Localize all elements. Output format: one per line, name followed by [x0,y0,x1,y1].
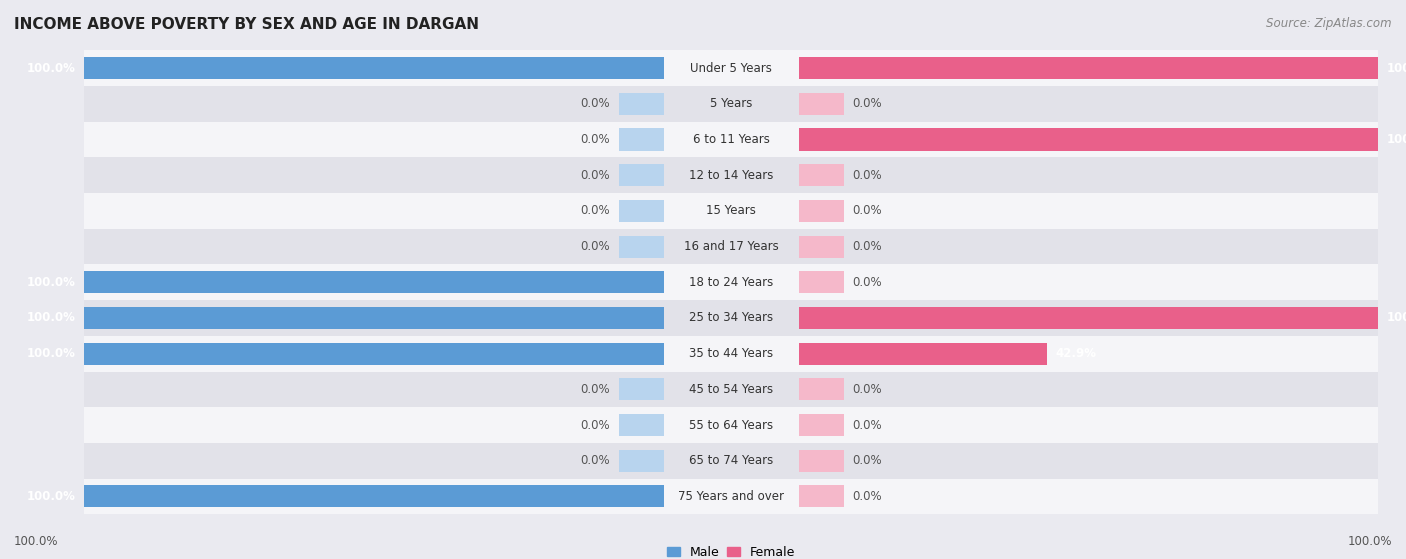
Text: 0.0%: 0.0% [852,490,882,503]
Text: 18 to 24 Years: 18 to 24 Years [689,276,773,289]
Text: 0.0%: 0.0% [852,240,882,253]
Bar [619,93,664,115]
Bar [84,479,1378,514]
Bar [799,449,844,472]
Text: 6 to 11 Years: 6 to 11 Years [693,133,769,146]
Text: 12 to 14 Years: 12 to 14 Years [689,169,773,182]
Text: 42.9%: 42.9% [1056,347,1097,360]
Bar [619,235,664,258]
Text: 0.0%: 0.0% [581,419,610,432]
Text: 5 Years: 5 Years [710,97,752,110]
Text: 100.0%: 100.0% [27,276,76,289]
Text: 0.0%: 0.0% [581,383,610,396]
Bar [84,300,1378,336]
Text: 25 to 34 Years: 25 to 34 Years [689,311,773,324]
Bar [84,307,664,329]
Text: 35 to 44 Years: 35 to 44 Years [689,347,773,360]
Bar [84,336,1378,372]
Text: 100.0%: 100.0% [1386,311,1406,324]
Bar [619,129,664,150]
Text: 100.0%: 100.0% [27,490,76,503]
Text: 45 to 54 Years: 45 to 54 Years [689,383,773,396]
Text: 0.0%: 0.0% [581,240,610,253]
Bar [84,50,1378,86]
Text: 75 Years and over: 75 Years and over [678,490,785,503]
Bar [799,129,1378,150]
Text: 0.0%: 0.0% [852,205,882,217]
Bar [619,200,664,222]
Text: 100.0%: 100.0% [1386,61,1406,75]
Bar [84,485,664,508]
Bar [619,449,664,472]
Bar [799,57,1378,79]
Bar [799,343,1047,364]
Text: 100.0%: 100.0% [1386,133,1406,146]
Bar [799,200,844,222]
Bar [84,407,1378,443]
Bar [84,271,664,293]
Bar [84,343,664,364]
Bar [84,264,1378,300]
Text: 100.0%: 100.0% [1347,535,1392,548]
Text: 100.0%: 100.0% [27,311,76,324]
Bar [799,485,844,508]
Text: 0.0%: 0.0% [852,169,882,182]
Bar [799,378,844,400]
Bar [84,229,1378,264]
Bar [84,57,664,79]
Text: 0.0%: 0.0% [852,97,882,110]
Bar [84,443,1378,479]
Bar [799,164,844,186]
Text: INCOME ABOVE POVERTY BY SEX AND AGE IN DARGAN: INCOME ABOVE POVERTY BY SEX AND AGE IN D… [14,17,479,32]
Text: 15 Years: 15 Years [706,205,756,217]
Text: 65 to 74 Years: 65 to 74 Years [689,454,773,467]
Bar [84,193,1378,229]
Text: 16 and 17 Years: 16 and 17 Years [683,240,779,253]
Bar [84,372,1378,407]
Bar [619,378,664,400]
Bar [84,122,1378,158]
Bar [84,158,1378,193]
Bar [84,86,1378,122]
Text: 0.0%: 0.0% [852,383,882,396]
Bar [619,414,664,436]
Bar [799,414,844,436]
Text: Source: ZipAtlas.com: Source: ZipAtlas.com [1267,17,1392,30]
Text: 0.0%: 0.0% [581,133,610,146]
Text: 55 to 64 Years: 55 to 64 Years [689,419,773,432]
Text: 100.0%: 100.0% [27,347,76,360]
Text: 100.0%: 100.0% [14,535,59,548]
Bar [619,164,664,186]
Text: 0.0%: 0.0% [852,276,882,289]
Text: 0.0%: 0.0% [852,419,882,432]
Bar [799,307,1378,329]
Text: 0.0%: 0.0% [581,97,610,110]
Bar [799,235,844,258]
Bar [799,271,844,293]
Text: 100.0%: 100.0% [27,61,76,75]
Text: Under 5 Years: Under 5 Years [690,61,772,75]
Text: 0.0%: 0.0% [852,454,882,467]
Legend: Male, Female: Male, Female [662,541,800,559]
Text: 0.0%: 0.0% [581,169,610,182]
Bar [799,93,844,115]
Text: 0.0%: 0.0% [581,454,610,467]
Text: 0.0%: 0.0% [581,205,610,217]
